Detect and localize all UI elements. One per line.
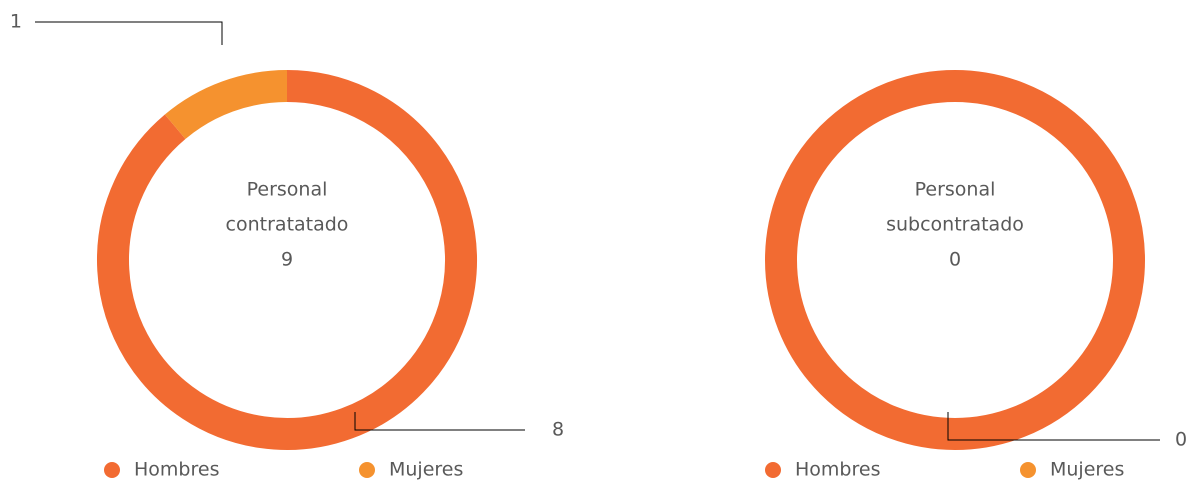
ring-slice [765,70,1145,450]
legend-label: Mujeres [1050,459,1124,481]
data-label: 8 [552,419,564,441]
legend-label: Hombres [795,459,880,481]
legend-label: Mujeres [389,459,463,481]
data-label: 1 [10,11,22,33]
center-label: Personal [915,179,996,201]
legend-label: Hombres [134,459,219,481]
leader-line [947,412,1160,441]
data-label: 0 [1175,429,1187,451]
ring-slice [164,70,288,140]
center-label: contratatado [226,214,349,236]
legend-swatch [765,462,781,478]
legend-swatch [359,462,375,478]
legend-swatch [1020,462,1036,478]
center-total: 0 [949,249,961,271]
center-label: Personal [247,179,328,201]
center-label: subcontratado [886,214,1024,236]
leader-line [35,21,223,45]
ring-slice [97,70,477,450]
center-total: 9 [281,249,293,271]
legend-swatch [104,462,120,478]
leader-line [354,412,525,431]
